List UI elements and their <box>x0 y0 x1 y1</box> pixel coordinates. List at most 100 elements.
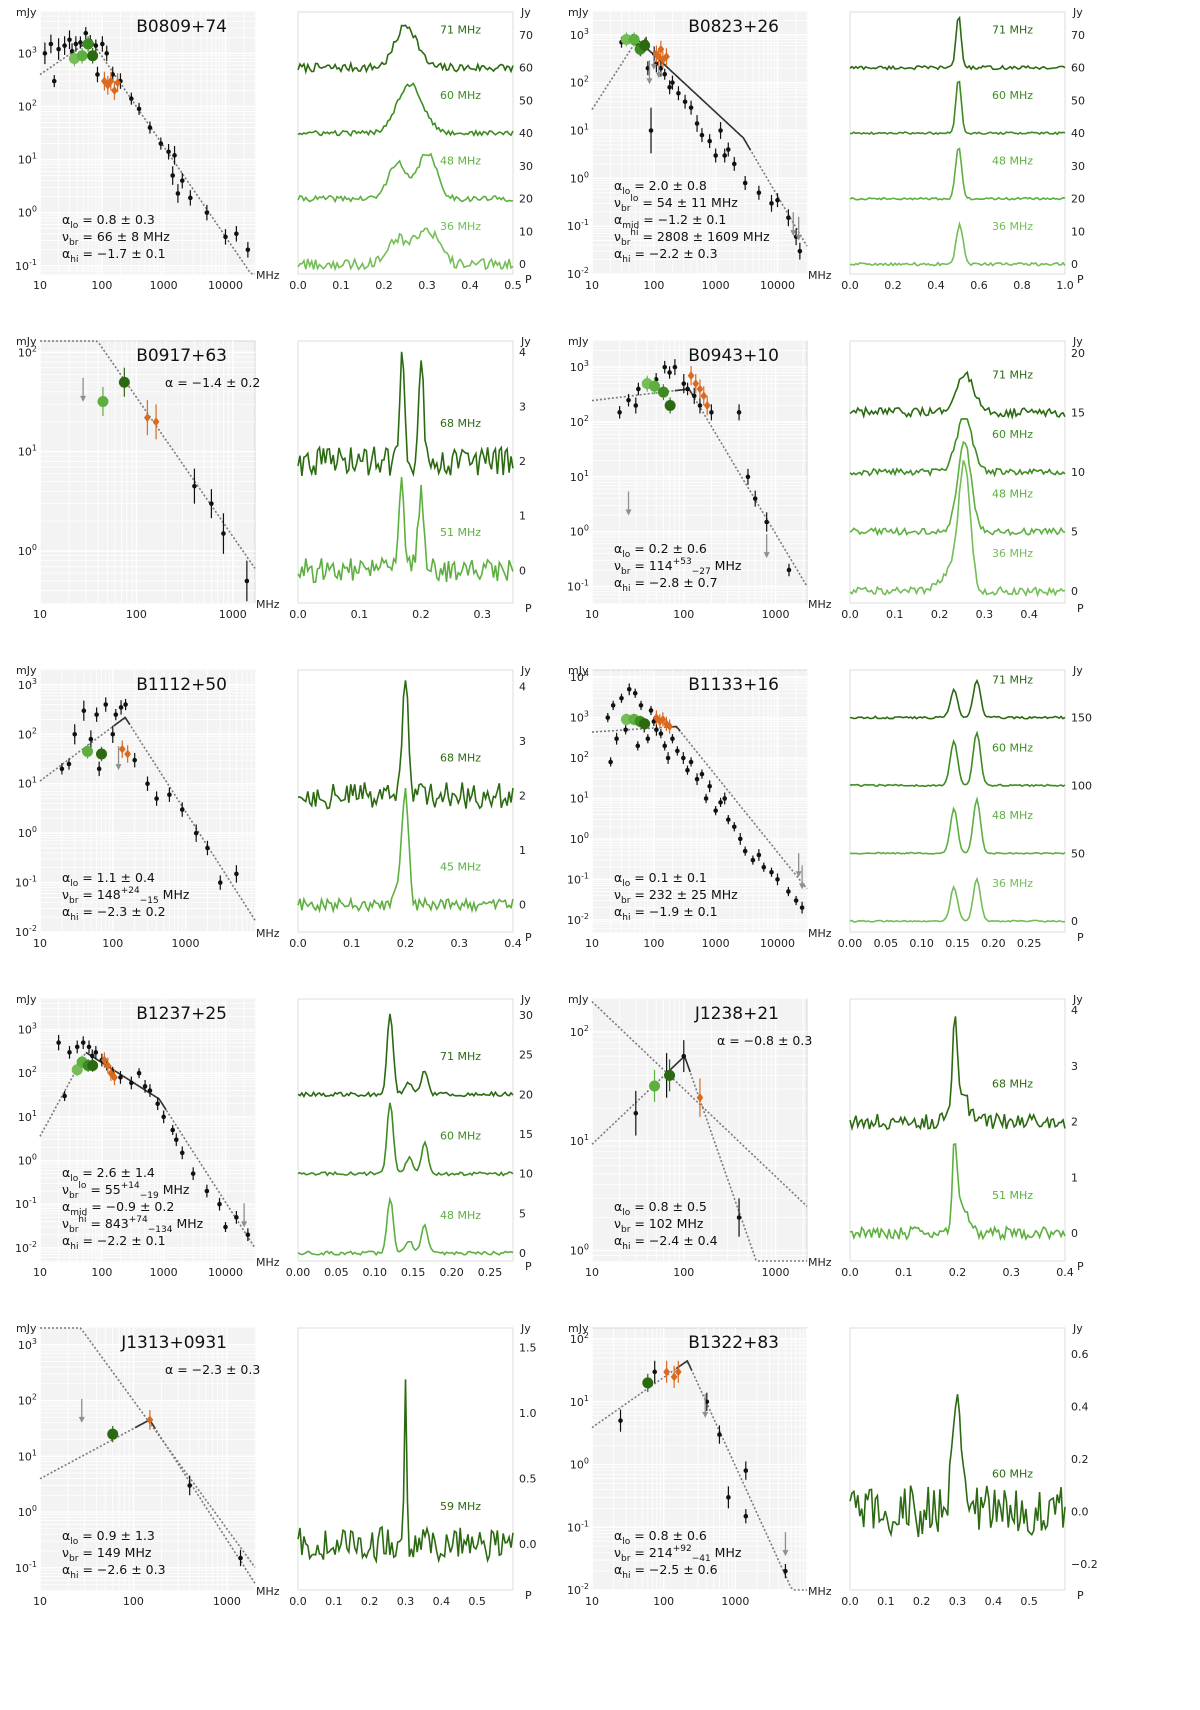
profile-x-unit: P <box>1077 602 1084 615</box>
spectrum-y-tick-label: 100 <box>18 1153 37 1168</box>
spectrum-y-unit: mJy <box>568 6 589 19</box>
spectrum-x-tick-label: 10000 <box>208 1266 243 1279</box>
data-point <box>648 708 654 713</box>
upper-limit-arrow <box>80 395 87 402</box>
profile-y-tick-label: 100 <box>1071 779 1092 792</box>
spectrum-x-tick-label: 1000 <box>762 1266 790 1279</box>
profile-x-tick-label: 0.00 <box>838 937 863 950</box>
frequency-label: 48 MHz <box>440 1209 481 1222</box>
spectrum-y-tick-label: 103 <box>18 1337 37 1352</box>
profile-y-tick-label: 30 <box>1071 160 1085 173</box>
broken-power-law-fit <box>591 1360 807 1591</box>
broken-power-law-fit <box>39 1419 256 1584</box>
profile-trace <box>297 227 514 272</box>
lofar-data-point <box>639 718 651 730</box>
data-point <box>737 836 743 842</box>
data-point <box>238 1555 243 1561</box>
spectrum-points <box>619 32 803 260</box>
data-point <box>691 393 697 399</box>
data-point <box>245 1232 251 1238</box>
profile-x-tick-label: 0.25 <box>1017 937 1042 950</box>
data-point <box>662 364 668 370</box>
spectrum-y-tick-label: 103 <box>18 1022 37 1037</box>
profile-x-tick-label: 0.4 <box>1056 1266 1074 1279</box>
spectrum-y-tick-label: 102 <box>570 75 589 90</box>
data-point <box>89 1053 95 1059</box>
frequency-label: 36 MHz <box>440 220 481 233</box>
orange-data-point <box>101 1055 108 1065</box>
spectrum-y-tick-label: 10-1 <box>567 218 589 233</box>
spectrum-panel-b0943-10: 10 100 1000 10-1 100 101 102 103 mJy MHz B0943+10 α… <box>567 335 832 621</box>
data-point <box>175 191 181 196</box>
upper-limit-arrow <box>799 883 806 890</box>
spectrum-panel-b1237-25: 10 100 1000 10000 10-2 10-1 100 101 102 103 mJy MHz… <box>15 993 280 1279</box>
data-point <box>713 808 718 813</box>
profile-y-tick-label: 0.2 <box>1071 1453 1089 1466</box>
profile-x-tick-label: 0.1 <box>877 1595 895 1608</box>
profile-panel-b0809-74: 0.0 0.1 0.2 0.3 0.4 0.5 0 10 20 30 40 50 60 70 Jy P 71 M… <box>289 6 533 292</box>
orange-data-point <box>687 371 695 381</box>
profile-y-tick-label: 50 <box>1071 847 1085 860</box>
profile-y-tick-label: −0.2 <box>1071 1558 1098 1571</box>
data-point <box>786 215 791 221</box>
upper-limit-arrow <box>625 509 632 516</box>
profile-x-tick-label: 0.4 <box>927 279 945 292</box>
spectrum-x-unit: MHz <box>256 1585 280 1598</box>
data-point <box>110 732 116 737</box>
data-point <box>658 731 664 736</box>
data-point <box>676 90 681 96</box>
profile-y-unit: Jy <box>520 993 531 1006</box>
data-point <box>699 132 705 138</box>
data-point <box>654 727 659 733</box>
data-point <box>608 759 613 765</box>
profile-trace <box>298 680 514 810</box>
fit-parameter-text: νbrhi = 2808 ± 1609 MHz <box>614 228 770 248</box>
profile-x-tick-label: 0.2 <box>397 937 415 950</box>
data-point <box>221 531 226 536</box>
spectrum-y-tick-label: 100 <box>570 1457 589 1472</box>
profile-y-tick-label: 0 <box>519 899 526 912</box>
spectrum-points <box>56 1034 251 1242</box>
orange-data-point <box>146 1415 154 1425</box>
spectrum-y-tick-label: 101 <box>570 790 589 805</box>
frequency-label: 71 MHz <box>992 368 1033 381</box>
profile-x-tick-label: 0.3 <box>474 608 492 621</box>
profile-x-unit: P <box>525 602 532 615</box>
data-point <box>703 796 709 801</box>
data-point <box>129 96 134 101</box>
spectrum-y-tick-label: 10-2 <box>567 266 589 281</box>
pulsar-name: B1112+50 <box>136 675 227 695</box>
spectrum-points <box>633 1040 742 1237</box>
profile-trace <box>297 1013 514 1099</box>
data-point <box>192 483 197 489</box>
spectrum-x-unit: MHz <box>256 598 280 611</box>
data-point <box>155 1101 160 1107</box>
data-point <box>204 1188 210 1194</box>
fit-parameter-text: αlo = 2.0 ± 0.8 <box>614 178 707 197</box>
profile-x-tick-label: 0.3 <box>976 608 994 621</box>
spectrum-y-tick-label: 100 <box>570 170 589 185</box>
data-point <box>769 869 774 875</box>
frequency-label: 60 MHz <box>992 741 1033 754</box>
data-point <box>694 776 700 782</box>
profile-x-tick-label: 0.6 <box>970 279 988 292</box>
spectrum-x-tick-label: 10 <box>585 279 599 292</box>
profile-y-tick-label: 3 <box>519 735 526 748</box>
frequency-label: 60 MHz <box>992 428 1033 441</box>
fit-parameter-text: αlo = 0.1 ± 0.1 <box>614 870 707 889</box>
profile-x-tick-label: 0.25 <box>478 1266 503 1279</box>
profile-y-tick-label: 70 <box>519 29 533 42</box>
data-point <box>123 702 128 707</box>
profile-x-tick-label: 0.2 <box>412 608 430 621</box>
data-point <box>223 234 228 240</box>
fit-parameter-text: αlo = 0.8 ± 0.5 <box>614 1199 707 1218</box>
data-point <box>775 197 780 203</box>
profile-x-tick-label: 0.1 <box>886 608 904 621</box>
profile-y-tick-label: 4 <box>519 346 526 359</box>
spectrum-y-tick-label: 10-1 <box>15 875 37 890</box>
spectrum-y-tick-label: 102 <box>570 750 589 765</box>
fit-parameter-text: αhi = −2.6 ± 0.3 <box>62 1562 166 1581</box>
profile-y-tick-label: 1.0 <box>519 1407 537 1420</box>
profile-y-unit: Jy <box>1072 993 1083 1006</box>
data-point <box>675 748 680 754</box>
